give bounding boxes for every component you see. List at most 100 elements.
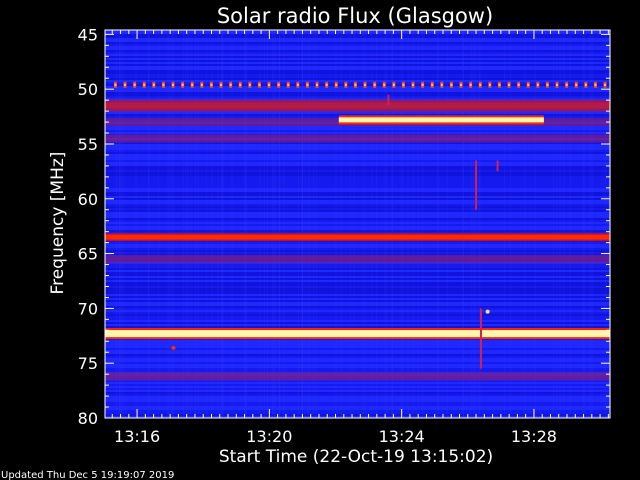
- texture-stripe: [105, 272, 610, 274]
- texture-stripe: [105, 324, 610, 326]
- texture-column: [392, 30, 394, 418]
- texture-stripe: [105, 274, 610, 276]
- texture-stripe: [105, 224, 610, 226]
- texture-column: [118, 30, 120, 418]
- interference-dot-core: [402, 83, 405, 86]
- texture-stripe: [105, 64, 610, 66]
- interference-dot-core: [517, 83, 520, 86]
- texture-stripe: [105, 202, 610, 204]
- texture-stripe: [105, 416, 610, 418]
- interference-dot-core: [431, 83, 434, 86]
- y-axis-label: Frequency [MHz]: [48, 152, 68, 295]
- texture-stripe: [105, 278, 610, 280]
- texture-stripe: [105, 248, 610, 250]
- texture-stripe: [105, 146, 610, 148]
- texture-column: [462, 30, 464, 418]
- interference-dot-core: [181, 83, 184, 86]
- texture-stripe: [105, 404, 610, 406]
- texture-stripe: [105, 50, 610, 52]
- feature-3: [105, 134, 610, 143]
- interference-dot-core: [584, 83, 587, 86]
- texture-stripe: [105, 66, 610, 68]
- texture-stripe: [105, 316, 610, 318]
- texture-column: [510, 30, 512, 418]
- texture-column: [190, 30, 192, 418]
- x-tick-label: 13:16: [114, 427, 160, 446]
- texture-column: [371, 30, 373, 418]
- texture-column: [407, 30, 409, 418]
- texture-column: [582, 30, 584, 418]
- texture-stripe: [105, 226, 610, 228]
- texture-stripe: [105, 70, 610, 72]
- interference-dot-core: [124, 83, 127, 86]
- texture-column: [385, 30, 387, 418]
- texture-stripe: [105, 266, 610, 268]
- texture-stripe: [105, 144, 610, 146]
- texture-stripe: [105, 84, 610, 86]
- texture-stripe: [105, 230, 610, 232]
- texture-stripe: [105, 286, 610, 288]
- texture-stripe: [105, 112, 610, 114]
- texture-column: [244, 30, 246, 418]
- texture-stripe: [105, 290, 610, 292]
- texture-stripe: [105, 354, 610, 356]
- texture-stripe: [105, 402, 610, 404]
- interference-dot-core: [556, 83, 559, 86]
- interference-dot-core: [152, 83, 155, 86]
- plot-area: [105, 30, 610, 418]
- texture-stripe: [105, 326, 610, 328]
- texture-column: [463, 30, 465, 418]
- interference-dot-core: [508, 83, 511, 86]
- y-tick-label: 60: [78, 190, 98, 209]
- texture-column: [552, 30, 554, 418]
- texture-stripe: [105, 320, 610, 322]
- texture-column: [221, 30, 223, 418]
- texture-stripe: [105, 42, 610, 44]
- texture-stripe: [105, 78, 610, 80]
- texture-stripe: [105, 98, 610, 100]
- texture-stripe: [105, 86, 610, 88]
- texture-column: [283, 30, 285, 418]
- texture-stripe: [105, 268, 610, 270]
- texture-stripe: [105, 156, 610, 158]
- texture-column: [148, 30, 150, 418]
- texture-stripe: [105, 296, 610, 298]
- interference-dot-core: [335, 83, 338, 86]
- interference-dot-core: [565, 83, 568, 86]
- texture-stripe: [105, 360, 610, 362]
- texture-stripe: [105, 56, 610, 58]
- texture-stripe: [105, 178, 610, 180]
- texture-stripe: [105, 312, 610, 314]
- texture-stripe: [105, 188, 610, 190]
- texture-stripe: [105, 356, 610, 358]
- texture-stripe: [105, 170, 610, 172]
- texture-column: [302, 30, 304, 418]
- texture-stripe: [105, 172, 610, 174]
- texture-column: [422, 30, 424, 418]
- texture-column: [259, 30, 261, 418]
- feature-5: [105, 234, 610, 240]
- x-axis-label: Start Time (22-Oct-19 13:15:02): [219, 447, 493, 467]
- texture-column: [167, 30, 169, 418]
- spectrogram-texture: [105, 30, 610, 418]
- texture-stripe: [105, 36, 610, 38]
- texture-stripe: [105, 228, 610, 230]
- texture-column: [590, 30, 592, 418]
- texture-stripe: [105, 300, 610, 302]
- interference-dot-core: [546, 83, 549, 86]
- texture-stripe: [105, 38, 610, 40]
- texture-column: [478, 30, 480, 418]
- texture-stripe: [105, 190, 610, 192]
- texture-stripe: [105, 222, 610, 224]
- texture-column: [315, 30, 317, 418]
- texture-stripe: [105, 368, 610, 370]
- feature-4: [338, 117, 544, 123]
- texture-stripe: [105, 206, 610, 208]
- x-tick-label: 13:28: [511, 427, 557, 446]
- texture-stripe: [105, 344, 610, 346]
- interference-dot-core: [488, 83, 491, 86]
- texture-column: [384, 30, 386, 418]
- texture-stripe: [105, 194, 610, 196]
- texture-column: [279, 30, 281, 418]
- texture-column: [273, 30, 275, 418]
